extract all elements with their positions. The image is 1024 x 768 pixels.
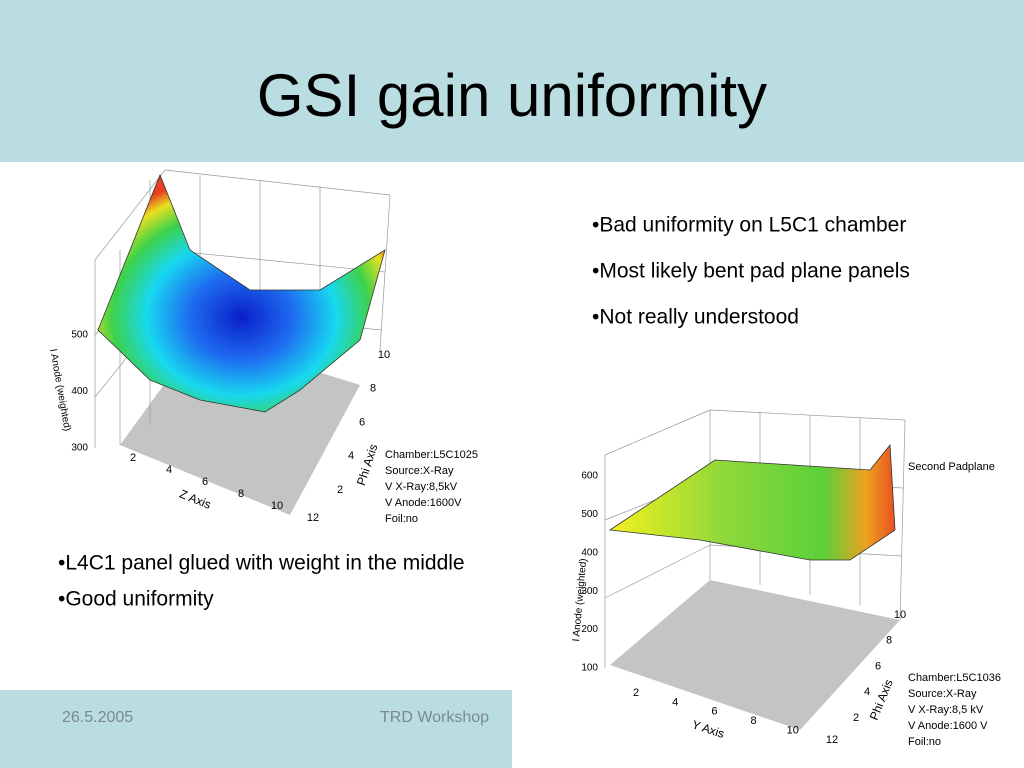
x-tick-label: 10 xyxy=(787,725,799,737)
phi-tick-label: 2 xyxy=(853,712,859,724)
y-tick-label: 400 xyxy=(581,547,598,558)
x-tick-label: 10 xyxy=(271,500,283,512)
info-line: Source:X-Ray xyxy=(908,688,977,700)
y-tick-label: 200 xyxy=(581,624,598,635)
info-line: V Anode:1600 V xyxy=(908,720,988,732)
y-tick-label: 500 xyxy=(581,509,598,520)
x-tick-label: 4 xyxy=(166,464,172,476)
footer-event: TRD Workshop xyxy=(380,709,489,726)
phi-tick-label: 8 xyxy=(886,635,892,647)
info-line: Foil:no xyxy=(908,736,941,748)
y-tick-label: 300 xyxy=(581,586,598,597)
header-band xyxy=(0,0,1024,162)
footer-date: 26.5.2005 xyxy=(62,709,133,726)
slide-title: GSI gain uniformity xyxy=(257,62,767,129)
bullet: •Most likely bent pad plane panels xyxy=(592,260,910,283)
y-tick-label: 600 xyxy=(581,471,598,482)
bullet: •Not really understood xyxy=(592,306,799,329)
y-tick-label: 400 xyxy=(71,386,88,397)
x-tick-label: 8 xyxy=(238,488,244,500)
y-label: I Anode (weighted) xyxy=(47,348,72,432)
plot1: I Anode (weighted) Z Axis Phi Axis xyxy=(47,169,391,515)
y-tick-label: 300 xyxy=(71,443,88,454)
phi-tick-label: 4 xyxy=(864,686,870,698)
plot2: Second Padplane I Anode (weighted) Y Axi… xyxy=(512,405,1024,768)
info-line: Foil:no xyxy=(385,513,418,525)
floor xyxy=(610,580,900,730)
x-tick-label: 6 xyxy=(711,706,717,718)
phi-tick-label: 6 xyxy=(359,416,365,428)
phi-label: Phi Axis xyxy=(354,442,381,487)
plot-title: Second Padplane xyxy=(908,461,995,473)
x-tick-label: 2 xyxy=(633,687,639,699)
x-tick-label: 8 xyxy=(751,715,757,727)
bullet: •Bad uniformity on L5C1 chamber xyxy=(592,214,906,237)
bullet: •Good uniformity xyxy=(58,588,214,611)
phi-tick-label: 10 xyxy=(378,349,390,361)
x-tick-label: 4 xyxy=(672,696,678,708)
x-label: Z Axis xyxy=(178,487,214,512)
phi-tick-label: 4 xyxy=(348,450,354,462)
info-line: Chamber:L5C1025 xyxy=(385,449,478,461)
phi-tick-label: 2 xyxy=(337,484,343,496)
bullet: •L4C1 panel glued with weight in the mid… xyxy=(58,552,465,575)
x-tick-label: 12 xyxy=(307,512,319,524)
surface xyxy=(97,173,386,413)
info-line: V X-Ray:8,5kV xyxy=(385,481,458,493)
x-tick-label: 6 xyxy=(202,476,208,488)
y-tick-label: 100 xyxy=(581,663,598,674)
x-tick-label: 12 xyxy=(826,734,838,746)
phi-tick-label: 10 xyxy=(894,609,906,621)
surface xyxy=(608,443,896,561)
info-line: Source:X-Ray xyxy=(385,465,454,477)
phi-tick-label: 6 xyxy=(875,660,881,672)
phi-tick-label: 8 xyxy=(370,383,376,395)
info-line: Chamber:L5C1036 xyxy=(908,672,1001,684)
y-tick-label: 500 xyxy=(71,330,88,341)
x-tick-label: 2 xyxy=(130,452,136,464)
info-line: V X-Ray:8,5 kV xyxy=(908,704,984,716)
info-line: V Anode:1600V xyxy=(385,497,462,509)
